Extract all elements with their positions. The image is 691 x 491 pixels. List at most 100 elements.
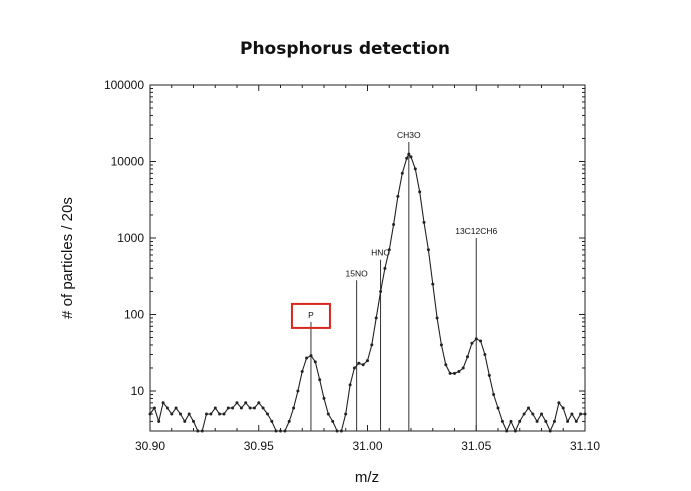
data-point <box>457 370 461 373</box>
data-point <box>309 354 313 358</box>
annotation-label: CH3O <box>397 130 421 140</box>
data-point <box>413 167 417 171</box>
data-point <box>209 412 213 416</box>
data-point <box>152 406 156 410</box>
series-line <box>149 153 585 433</box>
data-point <box>548 429 552 433</box>
data-point <box>213 406 217 410</box>
data-point <box>479 339 483 343</box>
data-point <box>352 366 356 370</box>
y-tick-label: 100000 <box>104 78 144 92</box>
data-point <box>174 406 178 410</box>
x-axis-ticks: 30.90 30.95 31.00 31.05 31.10 <box>135 85 600 453</box>
data-point <box>287 419 291 423</box>
highlight-box <box>290 302 331 329</box>
data-point <box>300 370 304 373</box>
data-point <box>322 396 326 400</box>
data-point <box>396 194 400 198</box>
data-point <box>366 359 369 363</box>
data-point <box>266 412 269 416</box>
data-point <box>379 290 383 293</box>
data-point <box>326 412 330 416</box>
data-point <box>527 406 530 410</box>
x-tick-label: 31.10 <box>570 439 600 453</box>
y-tick-label: 100 <box>124 307 144 321</box>
data-point <box>313 360 317 364</box>
x-axis-label: m/z <box>355 469 379 486</box>
x-tick-label: 31.05 <box>461 439 491 453</box>
data-point <box>361 363 365 367</box>
data-point <box>192 419 195 423</box>
data-point <box>157 419 161 423</box>
annotation-label: P <box>308 310 314 320</box>
data-point <box>357 361 361 365</box>
data-point <box>409 155 413 159</box>
data-point <box>218 412 222 416</box>
data-point <box>579 412 583 416</box>
data-point <box>305 356 309 360</box>
data-point <box>261 406 265 410</box>
data-point <box>453 371 456 375</box>
data-point <box>509 419 513 423</box>
series-layer <box>148 152 587 433</box>
data-point <box>235 401 239 405</box>
data-point <box>339 429 343 433</box>
data-point <box>518 419 522 423</box>
y-tick-label: 10 <box>131 384 145 398</box>
data-point <box>279 429 282 433</box>
data-point <box>557 401 561 405</box>
data-point <box>296 389 300 393</box>
data-point <box>574 419 578 423</box>
data-point <box>170 412 174 416</box>
data-point <box>165 406 169 410</box>
data-point <box>418 190 422 194</box>
data-point <box>544 419 548 423</box>
data-point <box>252 406 256 410</box>
data-point <box>540 412 543 416</box>
data-point <box>470 341 474 345</box>
data-point <box>318 378 322 382</box>
y-tick-label: 10000 <box>111 154 145 168</box>
data-point <box>505 429 509 433</box>
data-point <box>513 429 517 433</box>
data-point <box>553 419 556 423</box>
y-tick-label: 1000 <box>117 231 144 245</box>
data-point <box>374 316 378 320</box>
data-point <box>392 223 396 226</box>
data-point <box>148 412 152 416</box>
data-point <box>270 419 274 423</box>
data-point <box>283 429 287 433</box>
data-point <box>461 366 465 370</box>
data-point <box>483 353 487 356</box>
data-point <box>496 406 500 410</box>
annotation-label: 13C12CH6 <box>455 226 497 236</box>
data-point <box>448 371 452 375</box>
data-point <box>535 419 539 423</box>
data-point <box>387 248 391 252</box>
data-point <box>331 419 335 423</box>
y-axis-ticks: 10 100 1000 10000 100000 <box>104 78 585 432</box>
chart-title: Phosphorus detection <box>240 39 450 59</box>
data-point <box>196 429 200 433</box>
x-tick-label: 30.90 <box>135 439 165 453</box>
plot-frame <box>149 84 586 432</box>
data-point <box>474 337 478 341</box>
data-point <box>439 343 443 347</box>
data-point <box>248 406 252 410</box>
data-point <box>500 419 504 423</box>
data-point <box>370 343 374 347</box>
data-point <box>431 282 435 286</box>
data-point <box>492 393 496 396</box>
data-point <box>187 412 191 416</box>
data-point <box>274 429 278 433</box>
data-point <box>226 406 230 410</box>
data-point <box>335 429 339 433</box>
data-point <box>239 406 243 410</box>
data-point <box>561 406 565 410</box>
data-point <box>487 373 491 377</box>
annotation-label: 15NO <box>346 268 369 278</box>
data-point <box>183 419 187 423</box>
